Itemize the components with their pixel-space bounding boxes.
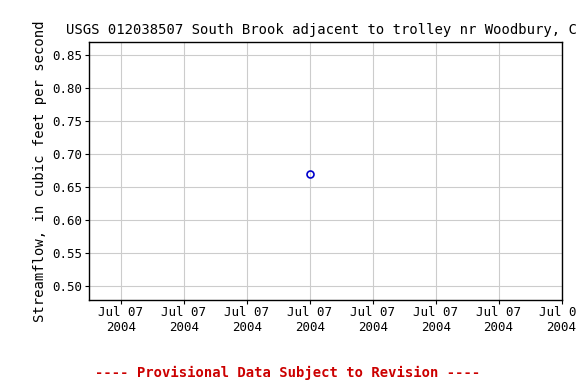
Y-axis label: Streamflow, in cubic feet per second: Streamflow, in cubic feet per second: [33, 20, 47, 322]
Text: ---- Provisional Data Subject to Revision ----: ---- Provisional Data Subject to Revisio…: [96, 366, 480, 380]
Title: USGS 012038507 South Brook adjacent to trolley nr Woodbury, CT: USGS 012038507 South Brook adjacent to t…: [66, 23, 576, 37]
